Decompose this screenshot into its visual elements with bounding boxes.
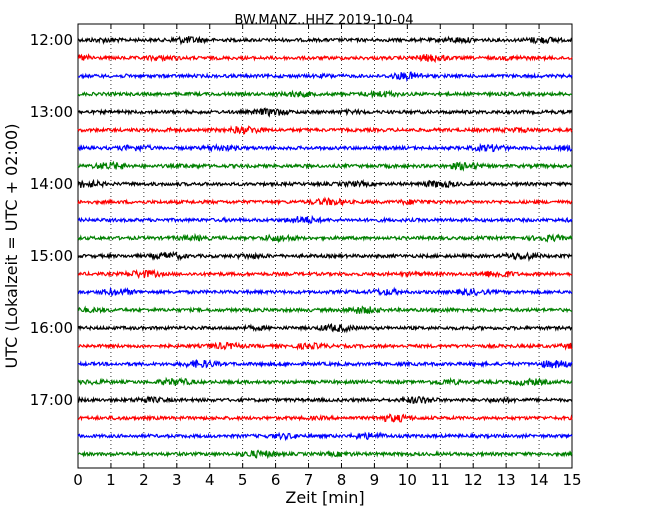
trace-line [77,214,573,225]
trace-line [77,323,573,334]
trace-line [77,286,573,297]
trace-line [77,142,573,153]
trace-line [78,305,573,315]
x-tick-label: 10 [398,471,417,489]
x-tick-label: 14 [530,471,549,489]
y-tick-label: 13:00 [30,103,73,121]
x-axis-label: Zeit [min] [285,488,364,507]
x-tick-label: 7 [304,471,314,489]
trace-line [77,107,573,118]
trace-line [77,395,573,405]
trace-line [77,71,573,83]
trace-line [77,358,573,369]
trace-line [77,250,573,262]
y-axis-ticks: 12:00 13:00 14:00 15:00 16:00 17:00 [30,31,572,409]
x-tick-label: 15 [562,471,581,489]
trace-line [77,413,573,423]
y-tick-label: 12:00 [30,31,73,49]
trace-line [77,341,573,351]
x-tick-label: 8 [337,471,347,489]
x-tick-label: 4 [205,471,215,489]
y-tick-label: 14:00 [30,175,73,193]
x-tick-label: 13 [497,471,516,489]
trace-line [77,53,573,64]
x-axis-ticks: 0 1 2 3 4 5 6 7 8 9 10 11 12 13 14 15 [73,24,582,489]
trace-line [77,35,572,46]
x-tick-label: 0 [73,471,83,489]
plot-frame [77,23,573,469]
x-tick-label: 2 [139,471,149,489]
x-tick-label: 12 [464,471,483,489]
trace-line [77,268,573,280]
x-tick-label: 1 [106,471,116,489]
x-tick-label: 5 [238,471,248,489]
y-tick-label: 17:00 [30,391,73,409]
trace-line [77,178,573,189]
trace-line [77,376,573,387]
x-tick-label: 9 [370,471,380,489]
trace-line [77,125,573,135]
y-tick-label: 16:00 [30,319,73,337]
y-tick-label: 15:00 [30,247,73,265]
y-axis-label: UTC (Lokalzeit = UTC + 02:00) [2,124,21,369]
trace-line [77,449,573,460]
x-tick-label: 6 [271,471,281,489]
trace-line [77,89,573,100]
trace-line [77,196,573,207]
trace-line [77,160,573,172]
x-tick-label: 3 [172,471,182,489]
seismic-traces [77,35,573,460]
trace-line [77,431,573,442]
trace-line [77,232,573,244]
x-tick-label: 11 [431,471,450,489]
